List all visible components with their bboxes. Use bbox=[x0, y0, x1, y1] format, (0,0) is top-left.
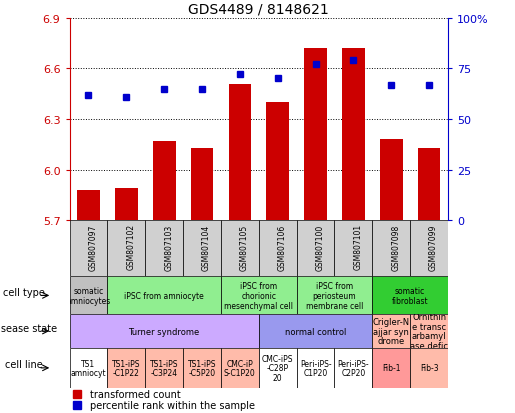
Text: TS1-iPS
-C1P22: TS1-iPS -C1P22 bbox=[112, 358, 141, 377]
Bar bbox=[70, 221, 107, 277]
Text: Peri-iPS-
C2P20: Peri-iPS- C2P20 bbox=[338, 358, 369, 377]
Bar bbox=[410, 315, 448, 348]
Bar bbox=[183, 348, 221, 388]
Bar bbox=[107, 221, 145, 277]
Bar bbox=[380, 140, 403, 221]
Bar bbox=[418, 148, 440, 221]
Bar bbox=[145, 221, 183, 277]
Text: somatic
fibroblast: somatic fibroblast bbox=[392, 286, 428, 305]
Text: normal control: normal control bbox=[285, 327, 346, 336]
Bar bbox=[229, 84, 251, 221]
Bar bbox=[297, 221, 335, 277]
Bar bbox=[259, 221, 297, 277]
Text: Crigler-N
ajjar syn
drome: Crigler-N ajjar syn drome bbox=[373, 317, 410, 345]
Bar bbox=[334, 348, 372, 388]
Text: GSM807099: GSM807099 bbox=[429, 224, 438, 270]
Text: GSM807104: GSM807104 bbox=[202, 224, 211, 270]
Bar bbox=[221, 348, 259, 388]
Text: GSM807103: GSM807103 bbox=[164, 224, 173, 270]
Bar bbox=[372, 277, 448, 315]
Text: GSM807097: GSM807097 bbox=[89, 224, 97, 270]
Text: cell type: cell type bbox=[4, 287, 45, 297]
Text: cell line: cell line bbox=[6, 359, 43, 369]
Text: Fib-3: Fib-3 bbox=[420, 363, 438, 373]
Text: disease state: disease state bbox=[0, 323, 57, 333]
Bar bbox=[297, 348, 335, 388]
Text: transformed count: transformed count bbox=[90, 389, 181, 399]
Bar bbox=[221, 277, 297, 315]
Text: GSM807101: GSM807101 bbox=[353, 224, 363, 270]
Bar bbox=[410, 348, 448, 388]
Bar bbox=[372, 315, 410, 348]
Bar bbox=[70, 277, 107, 315]
Bar bbox=[410, 221, 448, 277]
Bar bbox=[372, 221, 410, 277]
Text: percentile rank within the sample: percentile rank within the sample bbox=[90, 400, 255, 410]
Text: GSM807105: GSM807105 bbox=[240, 224, 249, 270]
Bar bbox=[77, 191, 100, 221]
Bar bbox=[304, 49, 327, 221]
Bar bbox=[107, 277, 221, 315]
Text: GSM807100: GSM807100 bbox=[316, 224, 324, 270]
Bar bbox=[221, 221, 259, 277]
Bar bbox=[259, 348, 297, 388]
Text: Fib-1: Fib-1 bbox=[382, 363, 401, 373]
Bar bbox=[266, 103, 289, 221]
Text: iPSC from amniocyte: iPSC from amniocyte bbox=[124, 291, 204, 300]
Bar bbox=[259, 315, 372, 348]
Text: GSM807106: GSM807106 bbox=[278, 224, 287, 270]
Bar bbox=[191, 148, 213, 221]
Bar bbox=[153, 142, 176, 221]
Text: TS1-iPS
-C5P20: TS1-iPS -C5P20 bbox=[188, 358, 216, 377]
Text: TS1
amniocyt: TS1 amniocyt bbox=[71, 358, 106, 377]
Text: CMC-iPS
-C28P
20: CMC-iPS -C28P 20 bbox=[262, 354, 294, 382]
Bar bbox=[342, 49, 365, 221]
Text: Peri-iPS-
C1P20: Peri-iPS- C1P20 bbox=[300, 358, 331, 377]
Title: GDS4489 / 8148621: GDS4489 / 8148621 bbox=[188, 2, 329, 16]
Text: iPSC from
periosteum
membrane cell: iPSC from periosteum membrane cell bbox=[306, 282, 363, 310]
Text: GSM807098: GSM807098 bbox=[391, 224, 400, 270]
Bar bbox=[297, 277, 372, 315]
Text: Ornithin
e transc
arbamyl
ase defic: Ornithin e transc arbamyl ase defic bbox=[410, 312, 448, 350]
Text: CMC-iP
S-C1P20: CMC-iP S-C1P20 bbox=[224, 358, 256, 377]
Bar bbox=[70, 315, 259, 348]
Bar bbox=[334, 221, 372, 277]
Bar bbox=[70, 348, 107, 388]
Bar bbox=[372, 348, 410, 388]
Text: GSM807102: GSM807102 bbox=[126, 224, 135, 270]
Text: iPSC from
chorionic
mesenchymal cell: iPSC from chorionic mesenchymal cell bbox=[225, 282, 293, 310]
Bar bbox=[115, 189, 138, 221]
Text: somatic
amniocytes: somatic amniocytes bbox=[66, 286, 111, 305]
Text: Turner syndrome: Turner syndrome bbox=[129, 327, 200, 336]
Bar bbox=[107, 348, 145, 388]
Bar bbox=[183, 221, 221, 277]
Text: TS1-iPS
-C3P24: TS1-iPS -C3P24 bbox=[150, 358, 178, 377]
Bar bbox=[145, 348, 183, 388]
